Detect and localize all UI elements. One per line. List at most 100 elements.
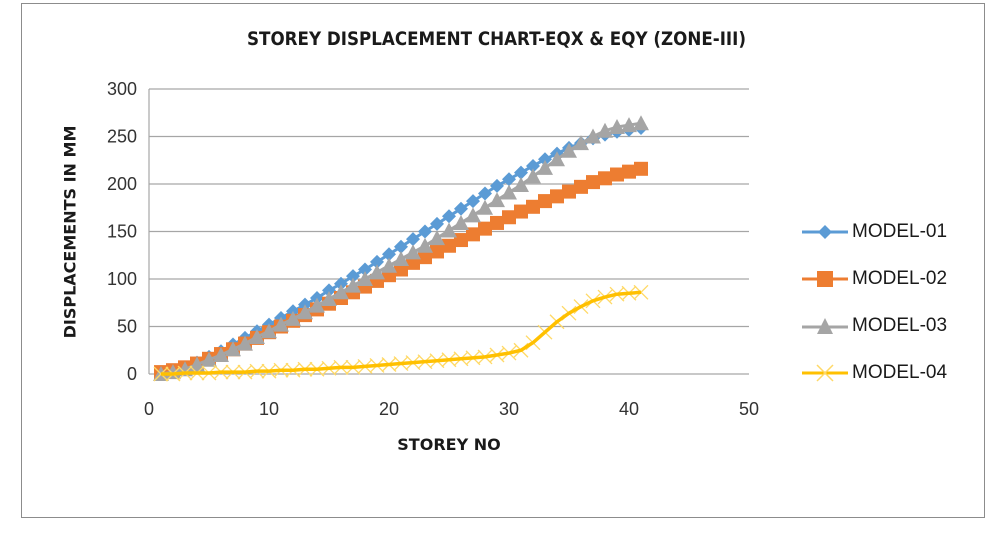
y-tick-label: 150 (107, 222, 137, 242)
data-point (430, 216, 444, 231)
data-point (477, 199, 493, 215)
legend-label: MODEL-03 (852, 314, 948, 336)
data-point (189, 356, 205, 372)
data-point (309, 297, 325, 313)
data-point (526, 199, 540, 214)
series-line (161, 290, 642, 376)
data-point (213, 347, 229, 362)
y-tick-label: 100 (107, 269, 137, 289)
x-tick-label: 20 (379, 399, 399, 419)
data-point (333, 284, 349, 300)
legend-label: MODEL-02 (852, 267, 948, 289)
data-point (561, 142, 577, 158)
data-point (261, 323, 277, 339)
legend: MODEL-01 MODEL-02 MODEL-03 MODEL-04 (800, 208, 947, 396)
data-point (465, 207, 481, 223)
data-point (609, 119, 625, 134)
data-point (585, 128, 601, 144)
data-point (514, 165, 528, 180)
data-point (502, 172, 516, 187)
data-point (393, 251, 409, 267)
data-point (442, 209, 456, 224)
data-point (466, 194, 480, 209)
data-point (321, 290, 337, 306)
y-tick-label: 300 (107, 79, 137, 99)
legend-item-model-02: MODEL-02 (800, 255, 947, 302)
y-tick-label: 0 (127, 364, 137, 384)
data-point (429, 230, 445, 246)
data-point (621, 117, 637, 133)
data-point (538, 152, 552, 167)
data-point (513, 176, 529, 192)
data-point (454, 201, 468, 216)
data-point (394, 239, 408, 254)
data-point (369, 264, 385, 280)
y-tick-label: 200 (107, 174, 137, 194)
data-point (297, 304, 313, 320)
y-tick-label: 50 (117, 317, 137, 337)
data-point (525, 168, 541, 184)
legend-item-model-03: MODEL-03 (800, 302, 947, 349)
data-point (550, 189, 564, 204)
data-point (442, 238, 456, 253)
data-point (633, 115, 649, 131)
data-point (634, 161, 648, 176)
data-point (405, 244, 421, 260)
data-point (334, 276, 348, 291)
data-point (346, 269, 360, 284)
data-point (417, 237, 433, 253)
data-point (430, 244, 444, 259)
data-point (370, 254, 384, 269)
diamond-marker-icon (802, 224, 848, 239)
data-point (237, 335, 253, 351)
x-tick-label: 50 (739, 399, 759, 419)
x-tick-label: 10 (259, 399, 279, 419)
data-point (478, 221, 492, 236)
data-point (357, 271, 373, 286)
x-tick-label: 30 (499, 399, 519, 419)
data-point (382, 247, 396, 262)
data-point (549, 151, 565, 167)
data-point (322, 283, 336, 298)
chart-title: STOREY DISPLACEMENT CHART-EQX & EQY (ZON… (246, 28, 747, 50)
data-point (381, 257, 397, 273)
data-point (490, 215, 504, 230)
data-point (441, 222, 457, 238)
data-point (466, 227, 480, 242)
square-marker-icon (802, 270, 848, 287)
data-point (345, 277, 361, 293)
data-point (537, 159, 553, 175)
data-point (514, 204, 528, 219)
x-axis-label: STOREY NO (397, 435, 501, 454)
legend-item-model-01: MODEL-01 (800, 208, 947, 255)
data-point (598, 171, 612, 186)
data-point (489, 192, 505, 208)
data-point (501, 184, 517, 200)
x-tick-label: 0 (144, 399, 154, 419)
data-point (597, 122, 613, 138)
data-point (225, 341, 241, 357)
data-point (273, 316, 289, 332)
x-marker-icon (802, 363, 848, 382)
data-point (249, 328, 265, 344)
x-tick-label: 40 (619, 399, 639, 419)
data-point (574, 179, 588, 194)
legend-label: MODEL-04 (852, 361, 948, 383)
data-point (502, 210, 516, 225)
data-point (538, 194, 552, 209)
y-axis-label: DISPLACEMENTS IN MM (60, 125, 80, 339)
data-point (478, 186, 492, 201)
y-tick-label: 250 (107, 127, 137, 147)
data-point (622, 164, 636, 179)
triangle-marker-icon (802, 317, 848, 334)
data-point (358, 262, 372, 277)
data-point (454, 233, 468, 248)
data-point (573, 135, 589, 151)
legend-item-model-04: MODEL-04 (800, 349, 947, 396)
data-point (562, 184, 576, 199)
data-point (453, 214, 469, 230)
data-point (285, 310, 301, 326)
legend-label: MODEL-01 (852, 220, 948, 242)
data-point (586, 175, 600, 190)
